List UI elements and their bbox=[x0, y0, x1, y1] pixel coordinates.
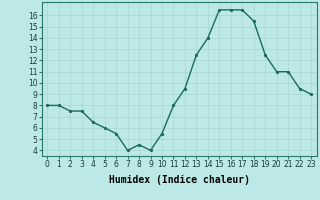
X-axis label: Humidex (Indice chaleur): Humidex (Indice chaleur) bbox=[109, 175, 250, 185]
